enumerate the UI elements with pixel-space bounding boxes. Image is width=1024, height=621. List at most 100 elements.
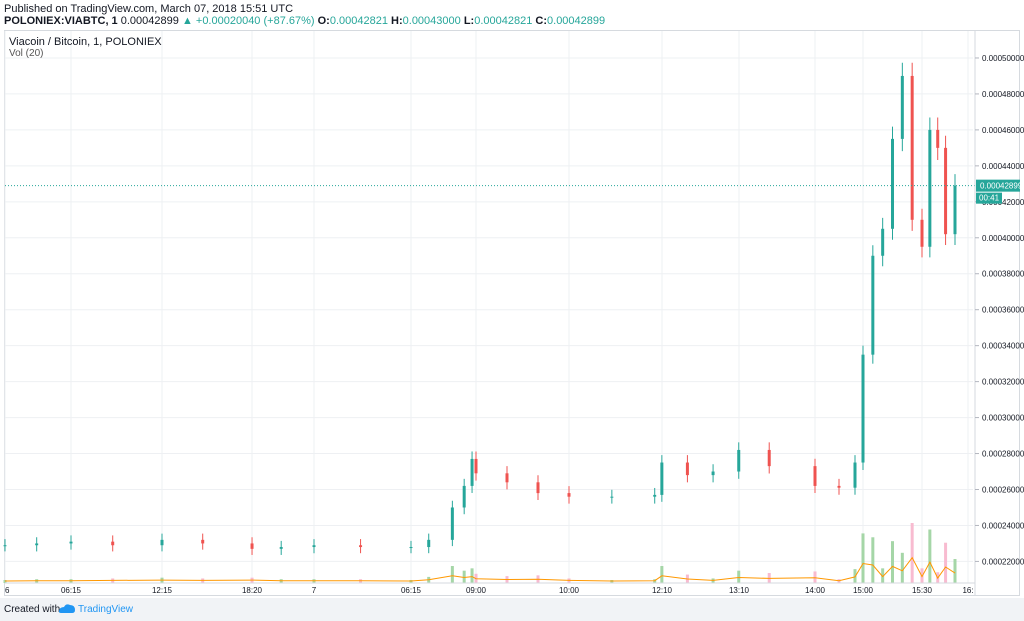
candle-body: [3, 545, 7, 547]
volume-bar: [891, 541, 894, 583]
chart-grid: [4, 31, 973, 583]
low-label: L:: [463, 15, 475, 27]
candle-body: [881, 228, 885, 256]
candle-body: [837, 485, 841, 488]
price-tick-label: 0.00050000: [982, 54, 1024, 63]
candle-body: [610, 496, 614, 498]
time-tick-label: 12:15: [152, 586, 173, 595]
price-chart[interactable]: 0.00050000 0.00048000 0.00046000 0.00044000…: [0, 0, 1024, 598]
price-tick-label: 0.00048000: [982, 90, 1024, 99]
candle-body: [69, 541, 73, 544]
candle-body: [111, 541, 115, 546]
candle-body: [737, 449, 741, 472]
candle-body: [767, 449, 771, 467]
volume-bar: [910, 523, 914, 583]
volume-bar: [3, 580, 7, 583]
close-label: C:: [535, 15, 548, 27]
candle-body: [853, 462, 857, 488]
volume-bar: [944, 542, 948, 583]
time-tick-label: 14:00: [805, 586, 826, 595]
time-tick-label: 09:00: [466, 586, 487, 595]
candle-body: [312, 545, 316, 548]
volume-bar: [450, 566, 454, 583]
price-tick-label: 0.00038000: [982, 270, 1024, 279]
time-tick-label: 15:30: [912, 586, 933, 595]
candle-body: [891, 138, 894, 229]
volume-bars: [3, 523, 957, 583]
candle-body: [813, 466, 817, 486]
last-price: 0.00042899: [120, 15, 179, 27]
chart-legend-title: Viacoin / Bitcoin, 1, POLONIEX: [9, 36, 162, 48]
candle-body: [427, 539, 431, 548]
high-label: H:: [391, 15, 403, 27]
countdown-tag-bg: [976, 192, 1002, 204]
candle-body: [944, 147, 948, 235]
candle-body: [505, 473, 509, 483]
candle-body: [711, 471, 715, 476]
candle-body: [861, 354, 865, 463]
time-tick-label: 7: [312, 586, 317, 595]
candles: [3, 62, 957, 555]
price-tick-label: 0.00046000: [982, 126, 1024, 135]
volume-bar: [737, 570, 741, 583]
volume-bar: [881, 568, 885, 583]
candle-body: [910, 75, 914, 220]
tradingview-brand[interactable]: TradingView: [78, 604, 134, 615]
volume-legend: Vol (20): [9, 48, 44, 59]
symbol-name: POLONIEX:VIABTC, 1: [4, 15, 118, 27]
price-tick-label: 0.00026000: [982, 486, 1024, 495]
volume-bar: [928, 529, 932, 583]
low-value: 0.00042821: [474, 15, 533, 27]
open-value: 0.00042821: [329, 15, 388, 27]
candle-body: [936, 129, 940, 148]
candle-body: [567, 493, 571, 497]
time-axis: 6 06:15 12:15 18:20 7 06:15 09:00 10:00 12:10 13:…: [5, 582, 975, 595]
volume-bar: [660, 566, 664, 583]
candle-body: [470, 458, 474, 486]
candle-body: [35, 543, 39, 546]
volume-bar: [861, 533, 865, 583]
candle-body: [462, 485, 466, 508]
candle-body: [201, 539, 205, 544]
volume-bar: [470, 568, 474, 583]
volume-bar: [900, 552, 904, 583]
created-with-label: Created with: [4, 604, 61, 615]
time-tick-label: 06:15: [401, 586, 422, 595]
price-tick-label: 0.00030000: [982, 414, 1024, 423]
candle-body: [871, 255, 875, 355]
price-tags: 0.00042899 00:41: [976, 179, 1023, 204]
price-tick-label: 0.00032000: [982, 378, 1024, 387]
candle-body: [160, 539, 164, 546]
tradingview-logo-icon[interactable]: [58, 603, 76, 615]
countdown-tag: 00:41: [979, 194, 1000, 203]
candle-body: [660, 462, 664, 495]
candle-body: [920, 219, 924, 247]
close-value: 0.00042899: [547, 15, 606, 27]
price-tick-label: 0.00022000: [982, 557, 1024, 566]
price-tick-label: 0.00024000: [982, 521, 1024, 530]
candle-body: [653, 494, 657, 497]
price-change: +0.00020040 (+87.67%): [195, 15, 315, 27]
candle-body: [359, 545, 363, 548]
high-value: 0.00043000: [402, 15, 461, 27]
candle-body: [928, 129, 932, 247]
volume-bar: [953, 559, 957, 583]
time-tick-label: 16:: [962, 586, 973, 595]
candle-body: [450, 507, 454, 540]
price-tick-label: 0.00036000: [982, 306, 1024, 315]
candle-body: [250, 543, 254, 549]
volume-bar: [610, 580, 614, 583]
candle-body: [474, 458, 478, 474]
candle-body: [536, 482, 540, 494]
volume-ma-line: [4, 556, 956, 582]
price-tick-label: 0.00042000: [982, 198, 1024, 207]
price-tick-label: 0.00034000: [982, 342, 1024, 351]
time-tick-label: 10:00: [559, 586, 580, 595]
last-price-tag: 0.00042899: [980, 182, 1023, 191]
symbol-bar: POLONIEX:VIABTC, 1 0.00042899 ▲ +0.00020…: [4, 15, 605, 27]
time-tick-label: 13:10: [729, 586, 750, 595]
candle-body: [685, 462, 689, 476]
price-tick-label: 0.00028000: [982, 450, 1024, 459]
volume-bar: [813, 571, 817, 583]
footer-bar: [0, 598, 1024, 621]
